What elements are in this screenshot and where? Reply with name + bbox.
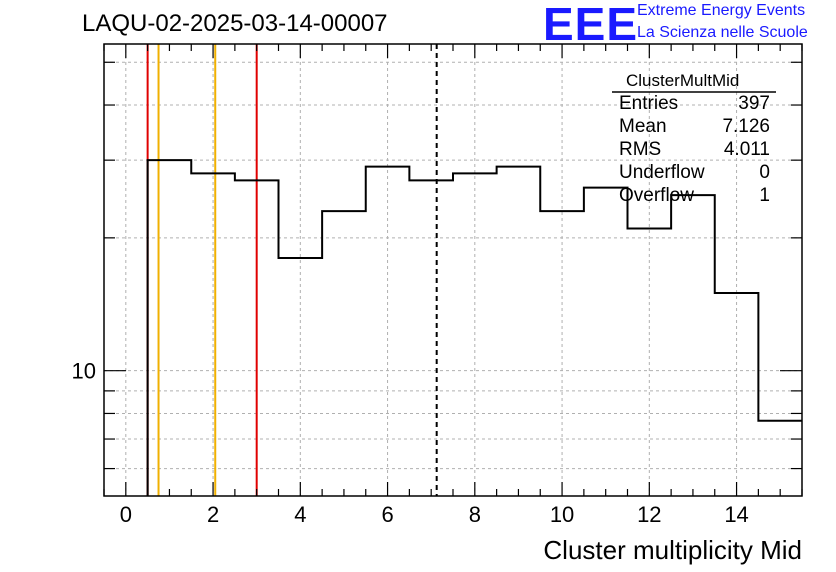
histogram-outline — [146, 159, 802, 496]
stats-box-title: ClusterMultMid — [626, 71, 740, 90]
plot-frame — [103, 43, 803, 497]
stats-value-entries: 397 — [738, 93, 770, 114]
stats-value-rms: 4.011 — [723, 139, 770, 160]
x-tick-label: 2 — [207, 502, 219, 527]
stats-label-underflow: Underflow — [619, 162, 705, 183]
stats-label-mean: Mean — [619, 116, 667, 137]
stats-value-overflow: 1 — [759, 185, 770, 206]
stats-value-underflow: 0 — [759, 162, 770, 183]
y-tick-label: 10 — [72, 359, 96, 384]
x-tick-label: 10 — [550, 502, 574, 527]
marker-lines — [146, 44, 438, 496]
grid — [104, 44, 802, 496]
stats-value-mean: 7.126 — [722, 116, 770, 137]
stats-label-entries: Entries — [619, 93, 679, 114]
logo-line-2: La Scienza nelle Scuole — [637, 24, 808, 41]
x-tick-label: 14 — [724, 502, 748, 527]
x-tick-label: 6 — [381, 502, 393, 527]
x-tick-label: 0 — [120, 502, 132, 527]
stats-label-overflow: Overflow — [619, 185, 694, 206]
stats-label-rms: RMS — [619, 139, 662, 160]
eee-logo: EEE — [543, 0, 639, 50]
x-tick-label: 8 — [469, 502, 481, 527]
chart-title: LAQU-02-2025-03-14-00007 — [82, 10, 388, 37]
x-tick-label: 4 — [294, 502, 306, 527]
x-axis-label: Cluster multiplicity Mid — [543, 535, 802, 565]
histogram-series — [146, 159, 802, 496]
logo-line-1: Extreme Energy Events — [637, 2, 806, 19]
x-tick-label: 12 — [637, 502, 661, 527]
